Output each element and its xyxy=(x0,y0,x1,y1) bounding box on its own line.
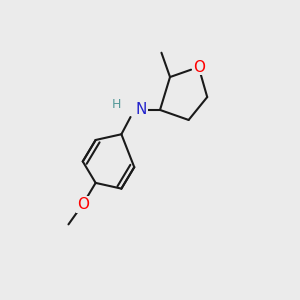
Text: H: H xyxy=(111,98,121,111)
Text: N: N xyxy=(136,102,147,117)
Text: O: O xyxy=(77,197,89,212)
Text: O: O xyxy=(193,59,205,74)
